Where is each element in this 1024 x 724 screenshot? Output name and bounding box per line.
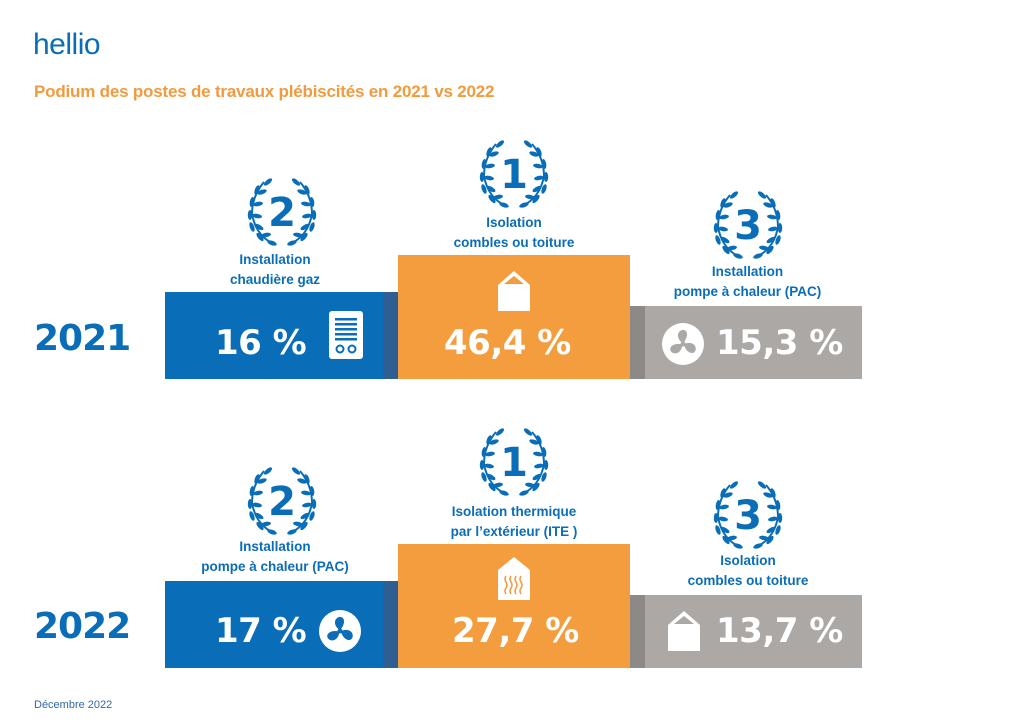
- laurel-rank-1-icon: 1: [478, 138, 550, 210]
- label-rank-1: Isolation thermique par l’extérieur (ITE…: [450, 504, 578, 539]
- podium-block-shadow: [630, 595, 645, 668]
- value-rank-1: 46,4 %: [444, 323, 571, 363]
- page-title: Podium des postes de travaux plébiscités…: [34, 82, 495, 101]
- podium-block-shadow: [383, 292, 398, 379]
- hellio-logo: hellio: [33, 28, 101, 61]
- house-roof-icon: [498, 271, 530, 311]
- value-rank-2: 16 %: [215, 323, 307, 363]
- value-rank-3: 13,7 %: [716, 611, 843, 651]
- value-rank-1: 27,7 %: [452, 611, 579, 651]
- laurel-rank-2-icon: 2: [246, 176, 318, 248]
- svg-text:2: 2: [268, 479, 296, 525]
- label-rank-2: Installation pompe à chaleur (PAC): [201, 539, 349, 574]
- svg-text:1: 1: [500, 440, 528, 486]
- laurel-rank-3-icon: 3: [712, 189, 784, 261]
- fan-icon: [662, 323, 704, 365]
- house-roof-icon: [668, 611, 700, 651]
- value-rank-3: 15,3 %: [716, 323, 843, 363]
- label-rank-1: Isolation combles ou toiture: [453, 215, 575, 250]
- label-rank-3: Isolation combles ou toiture: [687, 553, 809, 588]
- label-rank-3: Installation pompe à chaleur (PAC): [673, 264, 822, 299]
- laurel-rank-1-icon: 1: [478, 426, 550, 498]
- value-rank-2: 17 %: [215, 611, 307, 651]
- svg-text:1: 1: [500, 152, 528, 198]
- podium-block-shadow: [383, 581, 398, 668]
- boiler-icon: [329, 311, 363, 359]
- house-heat-icon: [498, 557, 530, 600]
- label-rank-2: Installation chaudière gaz: [229, 252, 321, 287]
- svg-text:3: 3: [734, 203, 762, 249]
- svg-text:3: 3: [734, 493, 762, 539]
- laurel-rank-3-icon: 3: [712, 479, 784, 551]
- footer-date: Décembre 2022: [34, 699, 113, 711]
- svg-text:2: 2: [268, 190, 296, 236]
- podium-block-shadow: [630, 306, 645, 379]
- laurel-rank-2-icon: 2: [246, 465, 318, 537]
- year-label-2021: 2021: [34, 318, 131, 359]
- fan-icon: [319, 610, 361, 652]
- year-label-2022: 2022: [34, 606, 131, 647]
